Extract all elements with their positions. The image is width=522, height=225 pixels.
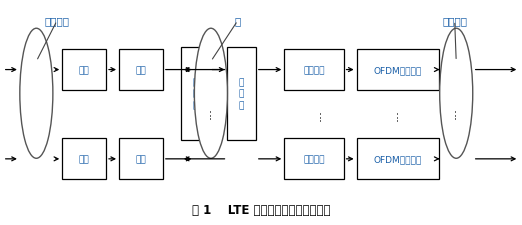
Ellipse shape — [194, 29, 228, 159]
Text: 资源映射: 资源映射 — [303, 66, 325, 75]
Text: ···: ··· — [315, 109, 328, 121]
Text: ···: ··· — [392, 109, 405, 121]
Bar — [357, 50, 439, 90]
Text: 资源映射: 资源映射 — [303, 155, 325, 164]
Bar — [357, 139, 439, 180]
Bar — [119, 50, 163, 90]
Bar — [228, 48, 256, 140]
Bar — [119, 139, 163, 180]
Text: 调制: 调制 — [136, 66, 146, 75]
Text: 加扰: 加扰 — [79, 155, 89, 164]
Bar — [62, 139, 106, 180]
Text: 天线端口: 天线端口 — [442, 16, 467, 26]
Text: OFDM信号产生: OFDM信号产生 — [374, 66, 422, 75]
Text: 层: 层 — [234, 16, 241, 26]
Bar — [284, 50, 343, 90]
Text: 层
映
射: 层 映 射 — [193, 78, 198, 109]
Text: 预
编
码: 预 编 码 — [239, 78, 244, 109]
Bar — [181, 48, 209, 140]
Bar — [62, 50, 106, 90]
Ellipse shape — [440, 29, 473, 159]
Text: 编码码字: 编码码字 — [44, 16, 69, 26]
Ellipse shape — [20, 29, 53, 159]
Bar — [284, 139, 343, 180]
Text: 调制: 调制 — [136, 155, 146, 164]
Text: 加扰: 加扰 — [79, 66, 89, 75]
Text: OFDM信号产生: OFDM信号产生 — [374, 155, 422, 164]
Text: ···: ··· — [450, 106, 462, 119]
Text: ···: ··· — [205, 106, 217, 119]
Text: 图 1    LTE 物理层下行链路发送框图: 图 1 LTE 物理层下行链路发送框图 — [192, 203, 330, 216]
